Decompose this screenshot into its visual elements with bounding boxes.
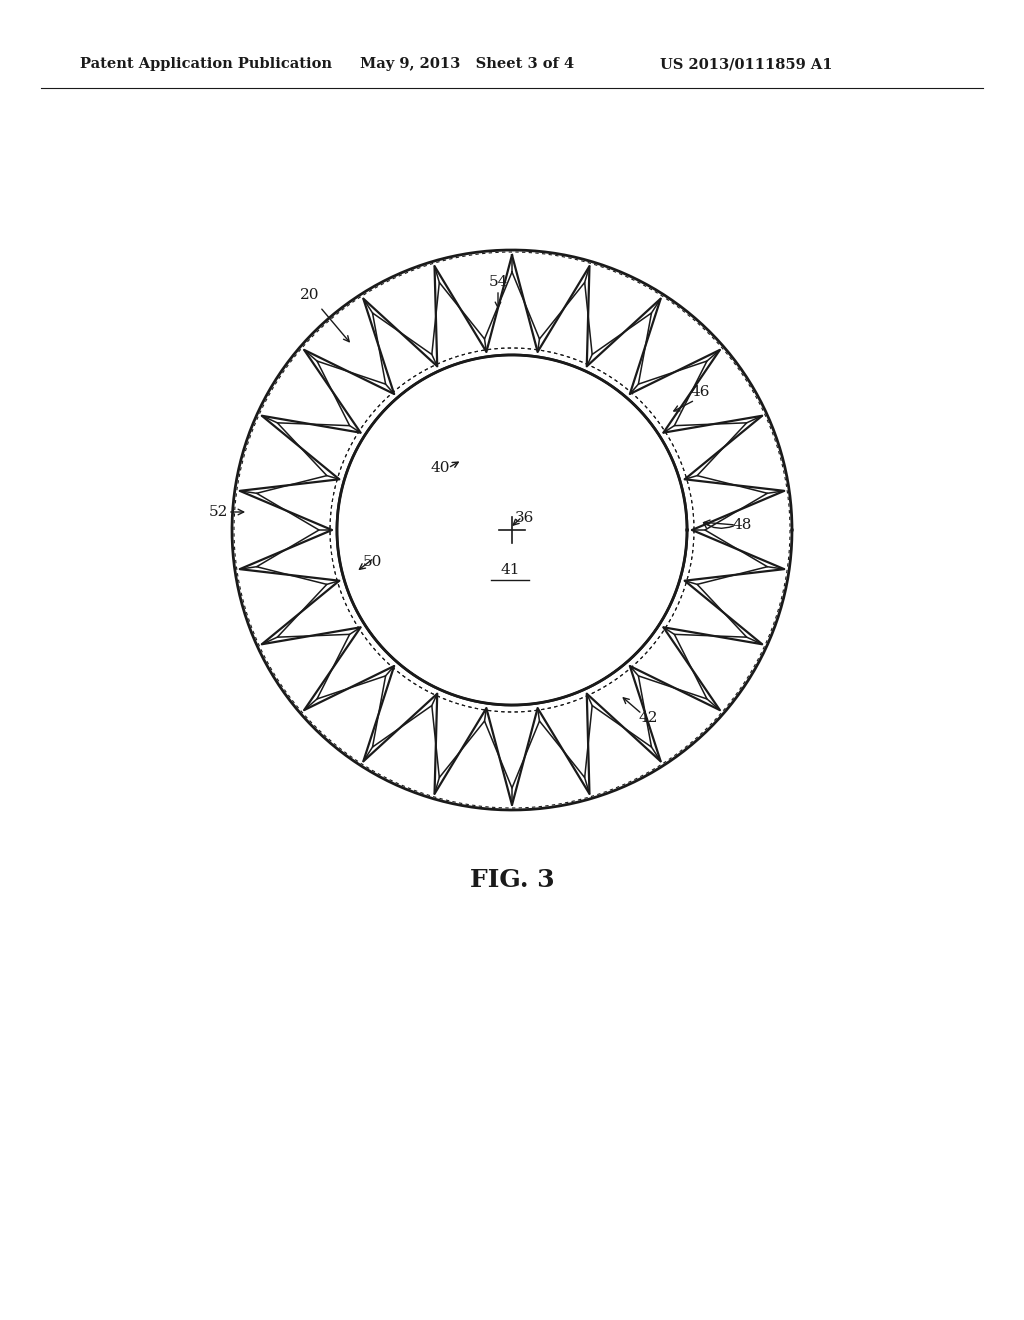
Text: 42: 42 bbox=[638, 711, 657, 725]
Text: 54: 54 bbox=[488, 275, 508, 289]
Text: 48: 48 bbox=[732, 517, 752, 532]
Text: 36: 36 bbox=[515, 511, 535, 525]
Polygon shape bbox=[339, 356, 685, 704]
Polygon shape bbox=[233, 251, 791, 809]
Text: 41: 41 bbox=[501, 564, 520, 577]
Text: 40: 40 bbox=[430, 461, 450, 475]
Text: 52: 52 bbox=[208, 506, 227, 519]
Text: Patent Application Publication: Patent Application Publication bbox=[80, 57, 332, 71]
Text: 20: 20 bbox=[300, 288, 319, 302]
Text: May 9, 2013   Sheet 3 of 4: May 9, 2013 Sheet 3 of 4 bbox=[360, 57, 574, 71]
Text: US 2013/0111859 A1: US 2013/0111859 A1 bbox=[660, 57, 833, 71]
Polygon shape bbox=[338, 356, 686, 704]
Text: 46: 46 bbox=[690, 385, 710, 399]
Text: FIG. 3: FIG. 3 bbox=[470, 869, 554, 892]
Text: 50: 50 bbox=[362, 554, 382, 569]
